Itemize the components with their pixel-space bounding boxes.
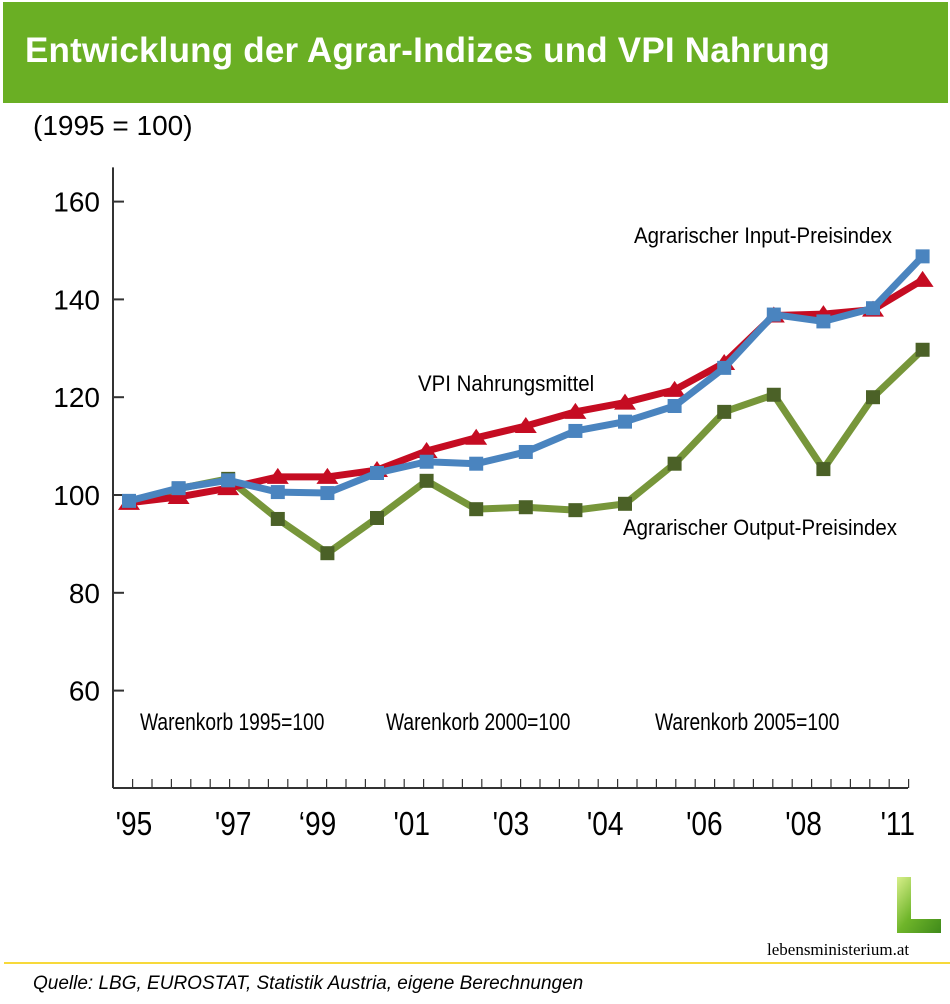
data-point-square [370,465,384,480]
data-point-square [122,493,136,508]
x-tick-label: '08 [785,806,822,843]
data-point-triangle [266,467,289,484]
y-tick-label: 160 [53,187,100,218]
x-tick-label: '97 [215,806,252,843]
data-point-square [915,342,930,357]
footer-divider [4,962,950,964]
series-agrarischer-input-preisindex [122,249,930,508]
warenkorb-label: Warenkorb 2000=100 [386,708,570,736]
y-tick-label: 140 [53,284,100,315]
x-tick-label: ‘99 [299,806,336,843]
source-note: Quelle: LBG, EUROSTAT, Statistik Austria… [33,973,584,994]
data-point-square [270,511,285,526]
data-point-square [469,502,484,517]
data-point-triangle [514,417,537,434]
data-point-square [915,249,930,264]
data-point-square [866,390,880,405]
chart-title: Entwicklung der Agrar-Indizes und VPI Na… [25,31,830,70]
data-point-square [717,360,732,375]
data-point-square [518,444,533,459]
data-point-square [816,462,831,477]
data-point-triangle [911,270,934,287]
y-tick-label: 80 [69,578,100,609]
data-point-square [667,399,682,414]
data-point-square [270,485,285,500]
series-annotation: VPI Nahrungsmittel [418,371,594,396]
data-point-triangle [465,428,488,445]
data-point-square [568,503,583,518]
data-point-triangle [663,380,686,397]
data-point-square [816,314,831,329]
title-bar: Entwicklung der Agrar-Indizes und VPI Na… [3,2,948,103]
data-point-triangle [614,393,636,410]
x-tick-label: '01 [393,806,430,843]
data-point-square [766,307,781,322]
y-tick-label: 100 [53,480,100,511]
x-tick-label: '04 [587,806,624,843]
lebensministerium-logo-icon [897,877,941,933]
data-point-square [419,473,434,488]
data-point-square [320,486,335,501]
y-tick-label: 60 [69,676,100,707]
x-tick-label: '03 [493,806,530,843]
x-tick-label: '06 [686,806,723,843]
data-point-square [171,481,186,496]
data-point-triangle [415,441,438,458]
data-point-square [221,473,236,488]
y-axis-unit-label: (1995 = 100) [33,110,193,141]
data-point-square [419,454,434,469]
x-tick-label: '95 [116,806,153,843]
data-point-square [568,423,583,438]
data-point-square [469,456,484,471]
data-point-square [667,456,682,471]
warenkorb-label: Warenkorb 2005=100 [655,708,839,736]
x-tick-label: '11 [881,806,915,843]
series-annotation: Agrarischer Output-Preisindex [623,515,897,540]
data-point-square [717,404,732,419]
data-point-square [866,301,880,316]
data-point-triangle [316,467,339,484]
logo-text: lebensministerium.at [767,940,910,959]
data-point-triangle [564,402,587,419]
data-point-square [618,496,632,511]
data-point-square [766,387,781,402]
series-annotation: Agrarischer Input-Preisindex [634,223,892,248]
data-point-square [370,510,384,525]
warenkorb-label: Warenkorb 1995=100 [140,708,324,736]
y-tick-label: 120 [53,382,100,413]
data-point-triangle [167,487,190,504]
data-point-square [320,546,335,561]
data-point-square [618,414,632,429]
data-point-square [518,500,533,515]
